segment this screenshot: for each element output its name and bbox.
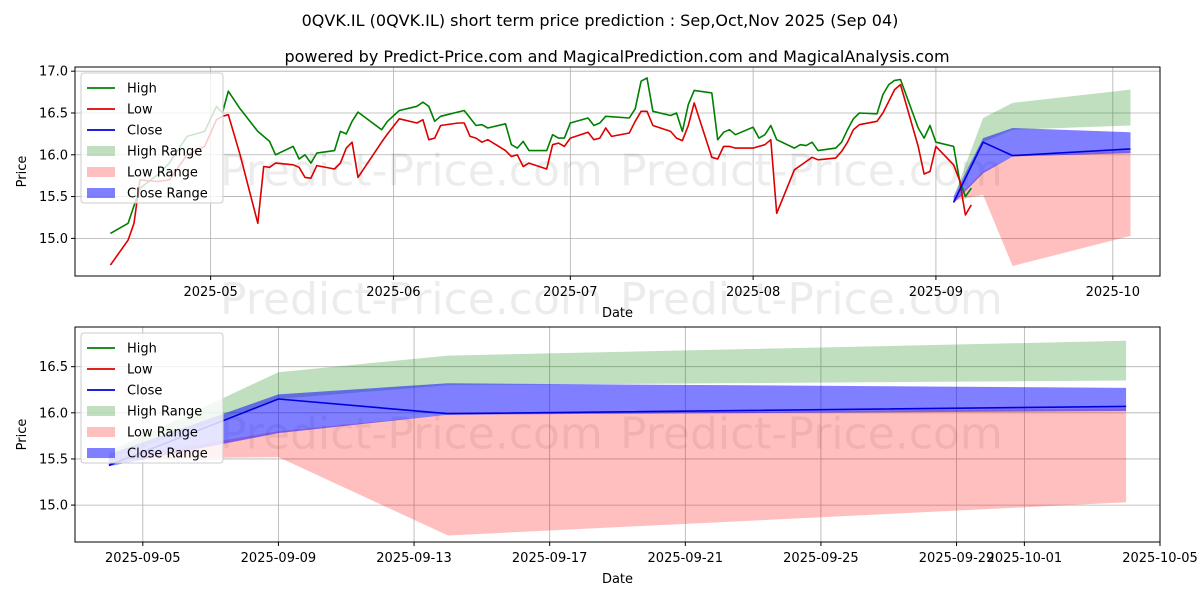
y-tick-label: 16.0 xyxy=(39,406,68,421)
legend-label: Close xyxy=(127,384,162,399)
x-tick-label: 2025-09-13 xyxy=(376,551,452,566)
y-tick-label: 15.0 xyxy=(39,499,68,514)
plot-area xyxy=(108,340,1127,536)
legend-label: High xyxy=(127,342,157,357)
legend-swatch xyxy=(87,146,115,156)
chart-subtitle: powered by Predict-Price.com and Magical… xyxy=(284,47,949,66)
legend-label: Close xyxy=(127,124,162,139)
legend: High Low Close High Range Low Range Close Ran… xyxy=(80,332,224,464)
y-axis-label: Price xyxy=(15,156,30,188)
ticks: 2025-09-05 2025-09-09 2025-09-13 2025-09-17… xyxy=(39,360,1198,566)
watermark: Predict-Price.com Predict-Price.com xyxy=(220,409,1003,460)
x-tick-label: 2025-09-05 xyxy=(105,551,181,566)
x-tick-label: 2025-09 xyxy=(909,285,963,300)
axes-frame xyxy=(74,326,1161,543)
x-tick-label: 2025-09-21 xyxy=(648,551,724,566)
y-tick-label: 15.5 xyxy=(39,190,68,205)
y-tick-label: 15.0 xyxy=(39,232,68,247)
plot-area xyxy=(109,77,1131,266)
legend-label: High xyxy=(127,82,157,97)
band-high-range xyxy=(953,89,1131,197)
x-tick-label: 2025-07 xyxy=(543,285,597,300)
watermark-text: Predict-Price.com xyxy=(220,274,603,325)
watermark-text: Predict-Price.com xyxy=(620,274,1003,325)
band-close-range xyxy=(108,383,1127,467)
band-low-range xyxy=(953,150,1131,266)
series-line-close xyxy=(952,141,1131,203)
legend-label: Low Range xyxy=(127,166,198,181)
legend-swatch xyxy=(87,188,115,198)
legend-swatch xyxy=(87,406,115,416)
x-tick-label: 2025-09-17 xyxy=(512,551,588,566)
watermark-text: Predict-Price.com xyxy=(620,409,1003,460)
series-line-high xyxy=(110,77,972,235)
legend-swatch xyxy=(87,427,115,437)
band-low-range xyxy=(108,408,1127,536)
x-tick-label: 2025-10 xyxy=(1086,285,1140,300)
x-tick-label: 2025-09-25 xyxy=(783,551,859,566)
panel-history: Predict-Price.com Predict-Price.com Predic… xyxy=(15,65,1161,326)
legend-swatch xyxy=(87,167,115,177)
ticks: 2025-05 2025-06 2025-07 2025-08 2025-09 2025-… xyxy=(39,65,1140,300)
legend-label: High Range xyxy=(127,145,202,160)
band-close-range xyxy=(953,128,1131,204)
x-tick-label: 2025-06 xyxy=(366,285,420,300)
y-tick-label: 16.5 xyxy=(39,106,68,121)
x-tick-label: 2025-10-05 xyxy=(1122,551,1198,566)
x-tick-label: 2025-05 xyxy=(183,285,237,300)
x-axis-label: Date xyxy=(602,306,633,321)
legend-label: High Range xyxy=(127,405,202,420)
x-tick-label: 2025-09-09 xyxy=(241,551,317,566)
watermark-text: Predict-Price.com xyxy=(220,146,603,197)
y-tick-label: 16.5 xyxy=(39,360,68,375)
x-tick-label: 2025-10-01 xyxy=(987,551,1063,566)
x-tick-label: 2025-09-29 xyxy=(919,551,995,566)
legend-label: Close Range xyxy=(127,187,208,202)
series-line-low xyxy=(109,83,972,266)
y-tick-label: 15.5 xyxy=(39,452,68,467)
panel-forecast: Predict-Price.com Predict-Price.com2025-0… xyxy=(15,326,1198,587)
watermark-text: Predict-Price.com xyxy=(620,146,1003,197)
legend-label: Low xyxy=(127,363,153,378)
legend: High Low Close High Range Low Range Close Ran… xyxy=(80,72,224,204)
y-axis-label: Price xyxy=(15,419,30,451)
y-tick-label: 16.0 xyxy=(39,148,68,163)
y-tick-label: 17.0 xyxy=(39,65,68,80)
legend-label: Close Range xyxy=(127,447,208,462)
legend-label: Low Range xyxy=(127,426,198,441)
legend-label: Low xyxy=(127,103,153,118)
axes-frame xyxy=(74,66,1161,277)
watermark: Predict-Price.com Predict-Price.com Predic… xyxy=(220,146,1003,326)
legend-box xyxy=(80,72,224,204)
chart-title: 0QVK.IL (0QVK.IL) short term price predi… xyxy=(302,11,899,30)
band-high-range xyxy=(108,340,1127,459)
legend-box xyxy=(80,332,224,464)
x-axis-label: Date xyxy=(602,572,633,587)
x-tick-label: 2025-08 xyxy=(726,285,780,300)
legend-swatch xyxy=(87,448,115,458)
